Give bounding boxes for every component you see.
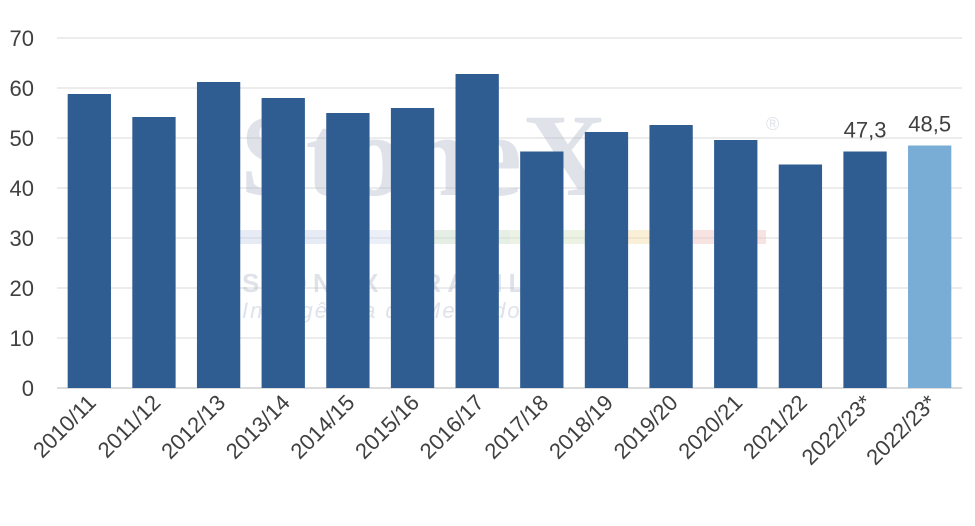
bar-2011/12 [132,117,176,388]
x-tick-label: 2010/11 [28,390,101,463]
bar-2022/23* [908,145,952,388]
x-tick-label: 2012/13 [156,390,230,464]
bar-2017/18 [520,151,564,388]
x-tick-label: 2020/21 [673,390,747,464]
bar-2019/20 [649,125,693,388]
x-tick-label: 2015/16 [350,390,424,464]
watermark-registered-mark: ® [766,114,779,134]
y-tick-label: 0 [22,376,34,401]
y-tick-label: 20 [10,276,34,301]
y-tick-label: 60 [10,76,34,101]
x-tick-label: 2018/19 [544,390,618,464]
bar-2010/11 [67,94,111,388]
bar-2018/19 [584,132,629,388]
x-tick-label: 2013/14 [221,390,295,464]
data-label: 48,5 [908,112,951,137]
y-tick-label: 50 [10,126,34,151]
bar-2014/15 [326,113,370,388]
y-axis-tick-labels: 0 10 20 30 40 50 60 70 [10,26,34,401]
x-tick-label: 2014/15 [286,390,360,464]
y-tick-label: 70 [10,26,34,51]
data-labels: 47,3 48,5 [844,112,951,143]
bar-2016/17 [455,74,499,388]
bar-2013/14 [261,98,305,388]
bar-2015/16 [390,108,435,388]
x-tick-label: 2019/20 [609,390,683,464]
data-label: 47,3 [844,118,887,143]
y-tick-label: 40 [10,176,34,201]
x-tick-label: 2022/23* [797,390,877,470]
y-tick-label: 10 [10,326,34,351]
bar-2020/21 [714,140,758,388]
x-axis-tick-labels: 2010/112011/122012/132013/142014/152015/… [28,390,941,470]
bar-2012/13 [196,82,241,388]
bar-2021/22 [778,164,823,388]
x-tick-label: 2022/23* [861,390,941,470]
bar-2022/23* [843,151,887,388]
x-tick-label: 2011/12 [93,390,166,463]
bars [67,74,952,388]
x-tick-label: 2016/17 [415,390,489,464]
y-tick-label: 30 [10,226,34,251]
x-tick-label: 2017/18 [479,390,553,464]
